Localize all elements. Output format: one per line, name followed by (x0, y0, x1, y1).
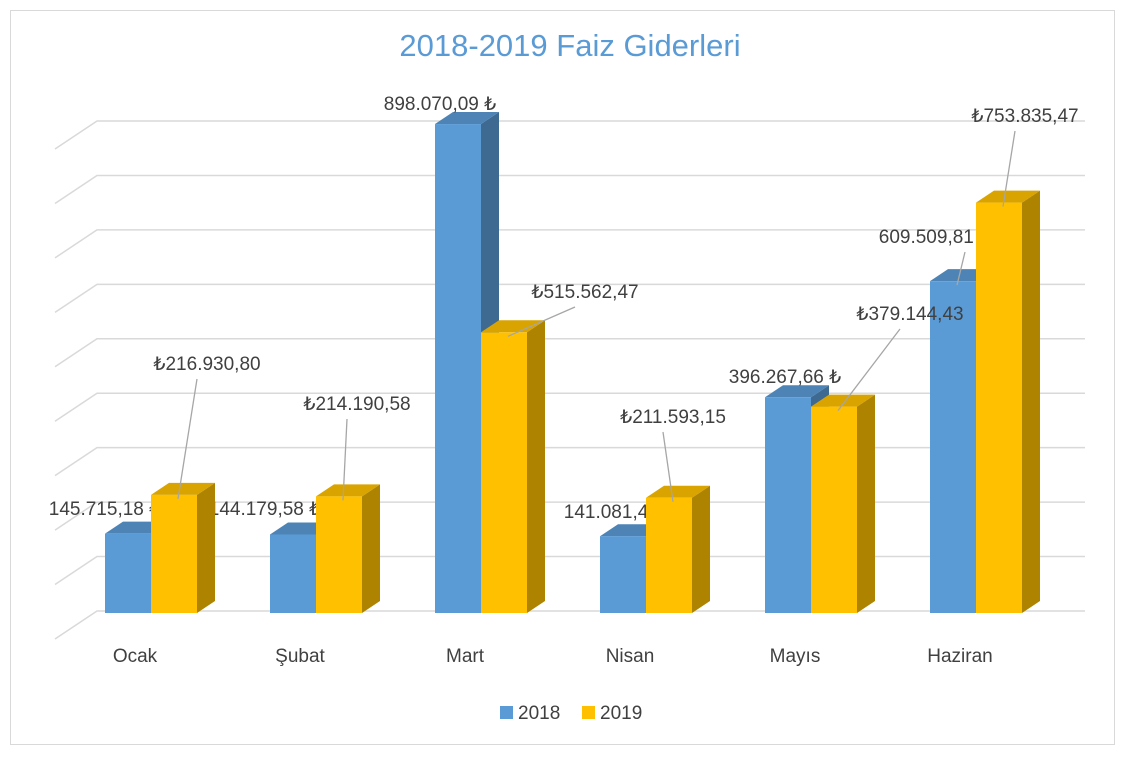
legend-label: 2018 (518, 703, 560, 724)
grid-line (54, 555, 1085, 586)
data-label: ₺214.190,58 (303, 394, 410, 415)
bar (105, 533, 151, 613)
grid-line (54, 338, 1085, 368)
grid-line (54, 120, 1085, 150)
bar (316, 496, 362, 613)
bar (811, 406, 857, 613)
leader-line (837, 328, 901, 411)
bar-top (151, 482, 215, 495)
bar-side (527, 320, 545, 613)
bar-side (197, 482, 215, 613)
bar (765, 397, 811, 613)
grid-line (54, 229, 1085, 259)
bar-top (765, 385, 829, 398)
bar-top (435, 112, 499, 125)
bar-top (481, 320, 545, 333)
grid-line (54, 610, 1085, 640)
bar (270, 534, 316, 613)
data-label: 144.179,58 ₺ (209, 499, 321, 520)
data-label: 609.509,81 ₺ (879, 227, 991, 248)
data-label: 145.715,18 ₺ (49, 499, 161, 520)
grid-line (54, 392, 1085, 422)
leader-line (956, 251, 966, 286)
grid-line (54, 446, 1085, 477)
bar (481, 332, 527, 613)
x-tick-label: Ocak (113, 646, 158, 667)
grid-line (54, 283, 1085, 313)
bar (600, 536, 646, 613)
bar-top (646, 485, 710, 498)
bar (976, 202, 1022, 613)
leader-line (507, 306, 576, 337)
leader-line (662, 431, 674, 502)
data-label: 898.070,09 ₺ (384, 94, 496, 115)
legend-swatch (500, 706, 513, 719)
x-tick-label: Nisan (606, 646, 655, 667)
bar-side (1022, 190, 1040, 613)
bar-side (692, 485, 710, 613)
bar-top (976, 190, 1040, 203)
grid-line (54, 501, 1085, 531)
data-label: ₺515.562,47 (531, 282, 638, 303)
chart-title: 2018-2019 Faiz Giderleri (399, 28, 740, 63)
data-label: ₺379.144,43 (856, 304, 963, 325)
data-label: ₺211.593,15 (620, 407, 726, 428)
data-label: 396.267,66 ₺ (729, 367, 841, 388)
bar-side (857, 394, 875, 613)
bar (435, 124, 481, 614)
x-tick-label: Mart (446, 646, 485, 667)
grid-line (54, 174, 1085, 205)
legend-label: 2019 (600, 703, 642, 724)
x-tick-label: Mayıs (770, 646, 821, 667)
leader-line (1002, 130, 1016, 207)
bar-top (316, 484, 380, 497)
x-tick-label: Haziran (927, 646, 992, 667)
bar (151, 494, 197, 613)
legend-swatch (582, 706, 595, 719)
data-label: ₺216.930,80 (153, 354, 260, 375)
bar (930, 281, 976, 613)
data-label: ₺753.835,47 (971, 106, 1078, 127)
leader-line (342, 418, 348, 501)
bar (646, 497, 692, 613)
x-tick-label: Şubat (275, 646, 325, 667)
bar-side (362, 484, 380, 613)
leader-line (177, 378, 198, 499)
bar-top (811, 394, 875, 407)
